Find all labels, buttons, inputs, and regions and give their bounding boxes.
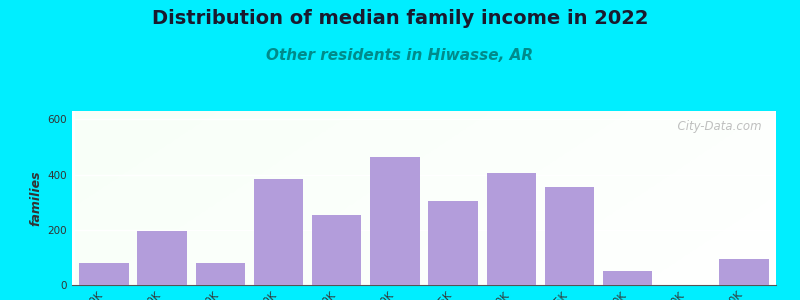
Text: Distribution of median family income in 2022: Distribution of median family income in … (152, 9, 648, 28)
Text: City-Data.com: City-Data.com (670, 120, 762, 133)
Bar (428, 201, 478, 285)
Bar (312, 214, 362, 285)
Text: Other residents in Hiwasse, AR: Other residents in Hiwasse, AR (266, 48, 534, 63)
Bar (545, 187, 594, 285)
Bar (719, 259, 769, 285)
Bar (196, 263, 245, 285)
Bar (79, 263, 129, 285)
Bar (603, 271, 652, 285)
Bar (486, 173, 536, 285)
Bar (254, 179, 303, 285)
Bar (138, 231, 187, 285)
Bar (370, 157, 420, 285)
Y-axis label: families: families (29, 170, 42, 226)
